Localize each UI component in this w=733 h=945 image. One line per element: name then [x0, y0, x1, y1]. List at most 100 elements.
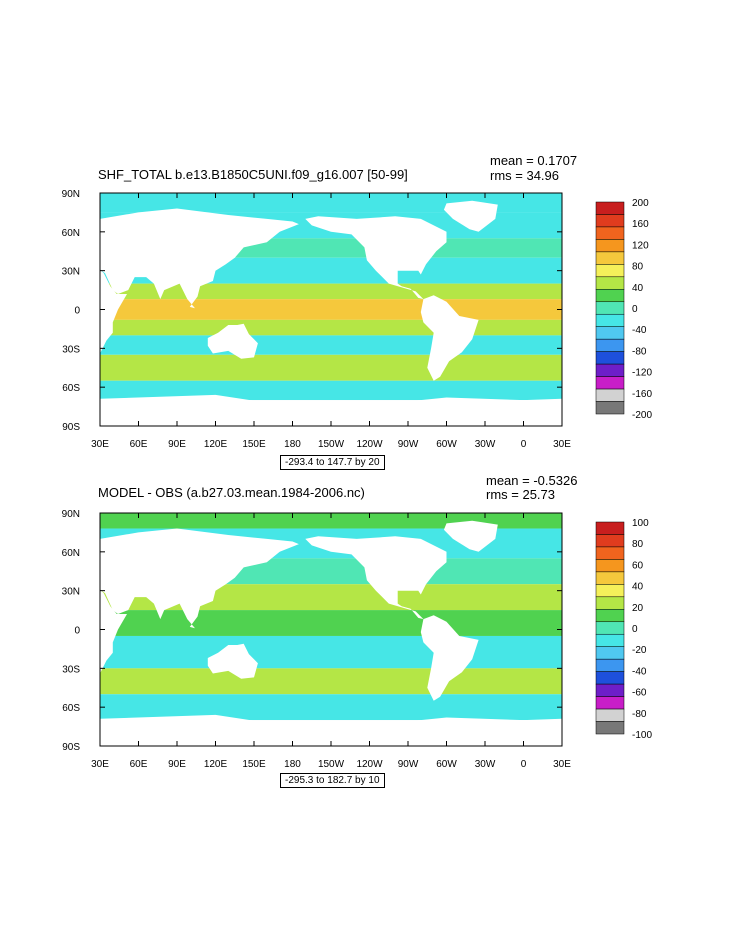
lat-label: 90N [62, 189, 80, 200]
colorbar: 200 160 120 80 40 0 -40 -80 -120 -160 -200 [595, 198, 652, 421]
colorbar-label: 100 [632, 518, 649, 529]
colorbar-swatch [595, 559, 625, 573]
ocean-band [100, 354, 562, 381]
colorbar-swatch [595, 214, 625, 228]
ocean-band [100, 694, 562, 721]
lon-label: 30E [91, 759, 109, 770]
colorbar-label: 200 [632, 198, 649, 209]
lon-label: 60E [130, 759, 148, 770]
colorbar-swatch [595, 201, 625, 215]
colorbar-swatch [595, 708, 625, 722]
colorbar-label: 80 [632, 262, 644, 273]
colorbar-swatch [595, 646, 625, 660]
lat-label: 0 [74, 626, 80, 637]
colorbar-label: -20 [632, 645, 647, 656]
colorbar-label: -40 [632, 666, 647, 677]
map-panel-model-minus-obs: MODEL - OBS (a.b27.03.mean.1984-2006.nc)… [0, 470, 733, 790]
map-plot: 90N 60N 30N 0 30S 60S 90S 30E 60E 90E 120E 150E 180 1… [62, 509, 653, 770]
lon-label: 0 [521, 759, 527, 770]
rms-value: rms = 25.73 [486, 487, 556, 502]
colorbar-swatch [595, 351, 625, 365]
lon-label: 0 [521, 439, 527, 450]
ocean-band [100, 319, 562, 336]
lon-label: 180 [284, 439, 301, 450]
lon-label: 150W [318, 439, 345, 450]
colorbar-swatch [595, 633, 625, 647]
colorbar-swatch [595, 521, 625, 535]
colorbar-swatch [595, 401, 625, 415]
colorbar-label: 160 [632, 219, 649, 230]
rms-value: rms = 34.96 [490, 168, 560, 183]
colorbar-swatch [595, 363, 625, 377]
colorbar-swatch [595, 239, 625, 253]
colorbar-label: -40 [632, 325, 647, 336]
land-australia [207, 323, 258, 359]
colorbar-label: 0 [632, 624, 638, 635]
colorbar-label: -80 [632, 709, 647, 720]
land-eurasia [100, 528, 299, 629]
colorbar-swatch [595, 226, 625, 240]
colorbar-label: 40 [632, 582, 644, 593]
land-namerica [305, 536, 447, 620]
lon-label: 150E [242, 759, 266, 770]
lat-label: 30N [62, 587, 80, 598]
lon-label: 60W [436, 439, 457, 450]
colorbar-swatch [595, 696, 625, 710]
land-samerica [420, 295, 479, 381]
colorbar-swatch [595, 338, 625, 352]
lat-label: 30S [62, 344, 80, 355]
lon-label: 150W [318, 759, 345, 770]
ocean-band [100, 635, 562, 669]
ocean-band [100, 299, 562, 320]
colorbar-swatch [595, 571, 625, 585]
lon-label: 90E [168, 759, 186, 770]
panel-title: SHF_TOTAL b.e13.B1850C5UNI.f09_g16.007 [… [98, 167, 408, 182]
colorbar-swatch [595, 721, 625, 735]
lat-label: 0 [74, 306, 80, 317]
lon-label: 60W [436, 759, 457, 770]
colorbar-swatch [595, 609, 625, 623]
colorbar-swatch [595, 326, 625, 340]
land-africa [100, 269, 127, 354]
mean-value: mean = -0.5326 [486, 473, 578, 488]
contour-range-box: -295.3 to 182.7 by 10 [280, 773, 385, 788]
lon-label: 120W [356, 439, 383, 450]
lon-label: 60E [130, 439, 148, 450]
colorbar-label: -200 [632, 410, 652, 421]
colorbar-label: 80 [632, 539, 644, 550]
ocean-band [100, 283, 562, 300]
colorbar-label: 40 [632, 283, 644, 294]
lon-label: 30W [475, 759, 496, 770]
lon-label: 120W [356, 759, 383, 770]
land-africa [100, 589, 127, 674]
colorbar-swatch [595, 683, 625, 697]
colorbar-label: -120 [632, 368, 652, 379]
lon-label: 30E [553, 759, 571, 770]
land-namerica [305, 216, 447, 300]
colorbar-swatch [595, 376, 625, 390]
colorbar-swatch [595, 289, 625, 303]
land-samerica [420, 615, 479, 701]
land-greenland [443, 520, 498, 552]
lon-label: 180 [284, 759, 301, 770]
colorbar-swatch [595, 658, 625, 672]
lon-label: 150E [242, 439, 266, 450]
colorbar-swatch [595, 621, 625, 635]
colorbar-swatch [595, 313, 625, 327]
colorbar-label: -100 [632, 730, 652, 741]
map-panel-shf-total: SHF_TOTAL b.e13.B1850C5UNI.f09_g16.007 [… [0, 150, 733, 470]
mean-value: mean = 0.1707 [490, 153, 578, 168]
panel-title: MODEL - OBS (a.b27.03.mean.1984-2006.nc) [98, 485, 365, 500]
lat-label: 90N [62, 509, 80, 520]
map-plot: 90N 60N 30N 0 30S 60S 90S 30E 60E 90E 120E 150E 180 1… [62, 189, 653, 450]
land-mask [100, 200, 562, 426]
colorbar-label: -80 [632, 346, 647, 357]
colorbar-swatch [595, 584, 625, 598]
colorbar-swatch [595, 276, 625, 290]
colorbar: 100 80 60 40 20 0 -20 -40 -60 -80 -100 [595, 518, 652, 741]
lat-label: 60N [62, 228, 80, 239]
lon-label: 90W [398, 439, 419, 450]
land-australia [207, 643, 258, 679]
lat-label: 90S [62, 742, 80, 753]
colorbar-label: -160 [632, 389, 652, 400]
